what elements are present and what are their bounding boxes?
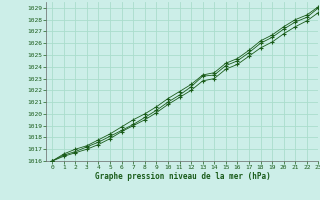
X-axis label: Graphe pression niveau de la mer (hPa): Graphe pression niveau de la mer (hPa) [94,172,270,181]
